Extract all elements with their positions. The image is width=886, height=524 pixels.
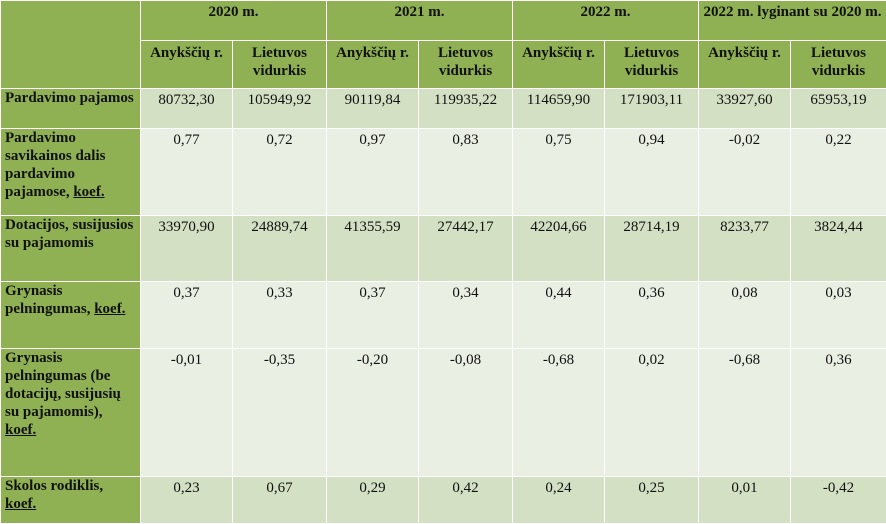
value-cell: 0,77	[141, 129, 233, 216]
year-header-row: 2020 m. 2021 m. 2022 m. 2022 m. lyginant…	[1, 1, 886, 41]
subheader-cell: Anykščių r.	[141, 41, 233, 89]
row-label-unit: koef.	[5, 496, 36, 512]
subheader-cell: Lietuvos vidurkis	[791, 41, 886, 89]
value-cell: 8233,77	[699, 216, 791, 282]
value-cell: 24889,74	[233, 216, 327, 282]
value-cell: 80732,30	[141, 89, 233, 129]
row-label: Pardavimo savikainos dalis pardavimo paj…	[1, 129, 141, 216]
value-cell: -0,02	[699, 129, 791, 216]
row-label: Dotacijos, susijusios su pajamomis	[1, 216, 141, 282]
year-header-2020: 2020 m.	[141, 1, 327, 41]
value-cell: 0,01	[699, 477, 791, 524]
value-cell: 0,24	[513, 477, 605, 524]
value-cell: 90119,84	[327, 89, 419, 129]
value-cell: 105949,92	[233, 89, 327, 129]
value-cell: -0,01	[141, 349, 233, 477]
value-cell: 0,72	[233, 129, 327, 216]
value-cell: 33927,60	[699, 89, 791, 129]
value-cell: -0,68	[513, 349, 605, 477]
value-cell: 0,97	[327, 129, 419, 216]
row-label-text: Skolos rodiklis,	[5, 478, 103, 494]
value-cell: 0,25	[605, 477, 699, 524]
table-row: Grynasis pelningumas (be dotacijų, susij…	[1, 349, 886, 477]
subheader-cell: Lietuvos vidurkis	[419, 41, 513, 89]
value-cell: 27442,17	[419, 216, 513, 282]
row-label-text: Grynasis pelningumas,	[5, 283, 94, 317]
subheader-cell: Anykščių r.	[699, 41, 791, 89]
row-label: Pardavimo pajamos	[1, 89, 141, 129]
value-cell: 171903,11	[605, 89, 699, 129]
table-row: Pardavimo pajamos 80732,30 105949,92 901…	[1, 89, 886, 129]
value-cell: 65953,19	[791, 89, 886, 129]
value-cell: 0,29	[327, 477, 419, 524]
value-cell: -0,42	[791, 477, 886, 524]
value-cell: 0,42	[419, 477, 513, 524]
value-cell: 119935,22	[419, 89, 513, 129]
year-header-2022: 2022 m.	[513, 1, 699, 41]
row-label-unit: koef.	[94, 301, 125, 317]
value-cell: -0,68	[699, 349, 791, 477]
year-header-2021: 2021 m.	[327, 1, 513, 41]
value-cell: 0,94	[605, 129, 699, 216]
value-cell: -0,08	[419, 349, 513, 477]
value-cell: 0,37	[327, 282, 419, 349]
row-label: Grynasis pelningumas (be dotacijų, susij…	[1, 349, 141, 477]
subheader-cell: Anykščių r.	[327, 41, 419, 89]
subheader-cell: Lietuvos vidurkis	[233, 41, 327, 89]
table-row: Dotacijos, susijusios su pajamomis 33970…	[1, 216, 886, 282]
value-cell: 0,02	[605, 349, 699, 477]
row-label-text: Pardavimo pajamos	[5, 90, 134, 106]
table-row: Pardavimo savikainos dalis pardavimo paj…	[1, 129, 886, 216]
value-cell: 0,36	[791, 349, 886, 477]
table-row: Grynasis pelningumas, koef. 0,37 0,33 0,…	[1, 282, 886, 349]
table-row: Skolos rodiklis, koef. 0,23 0,67 0,29 0,…	[1, 477, 886, 524]
row-label-unit: koef.	[73, 184, 104, 200]
corner-header-cell	[1, 1, 141, 89]
value-cell: 0,75	[513, 129, 605, 216]
value-cell: 0,22	[791, 129, 886, 216]
value-cell: 41355,59	[327, 216, 419, 282]
subheader-cell: Lietuvos vidurkis	[605, 41, 699, 89]
value-cell: 0,36	[605, 282, 699, 349]
value-cell: 33970,90	[141, 216, 233, 282]
row-label: Grynasis pelningumas, koef.	[1, 282, 141, 349]
value-cell: -0,35	[233, 349, 327, 477]
value-cell: 0,08	[699, 282, 791, 349]
value-cell: 0,03	[791, 282, 886, 349]
value-cell: 0,33	[233, 282, 327, 349]
row-label-text: Grynasis pelningumas (be dotacijų, susij…	[5, 350, 121, 420]
value-cell: 3824,44	[791, 216, 886, 282]
value-cell: 0,23	[141, 477, 233, 524]
value-cell: 0,67	[233, 477, 327, 524]
value-cell: 0,44	[513, 282, 605, 349]
subheader-cell: Anykščių r.	[513, 41, 605, 89]
value-cell: 0,37	[141, 282, 233, 349]
value-cell: 114659,90	[513, 89, 605, 129]
value-cell: 28714,19	[605, 216, 699, 282]
row-label-unit: koef.	[5, 422, 36, 438]
row-label-text: Dotacijos, susijusios su pajamomis	[5, 217, 133, 251]
value-cell: 42204,66	[513, 216, 605, 282]
year-header-comparison: 2022 m. lyginant su 2020 m.	[699, 1, 886, 41]
value-cell: -0,20	[327, 349, 419, 477]
value-cell: 0,83	[419, 129, 513, 216]
value-cell: 0,34	[419, 282, 513, 349]
financial-indicators-document: 2020 m. 2021 m. 2022 m. 2022 m. lyginant…	[0, 0, 886, 509]
row-label: Skolos rodiklis, koef.	[1, 477, 141, 524]
